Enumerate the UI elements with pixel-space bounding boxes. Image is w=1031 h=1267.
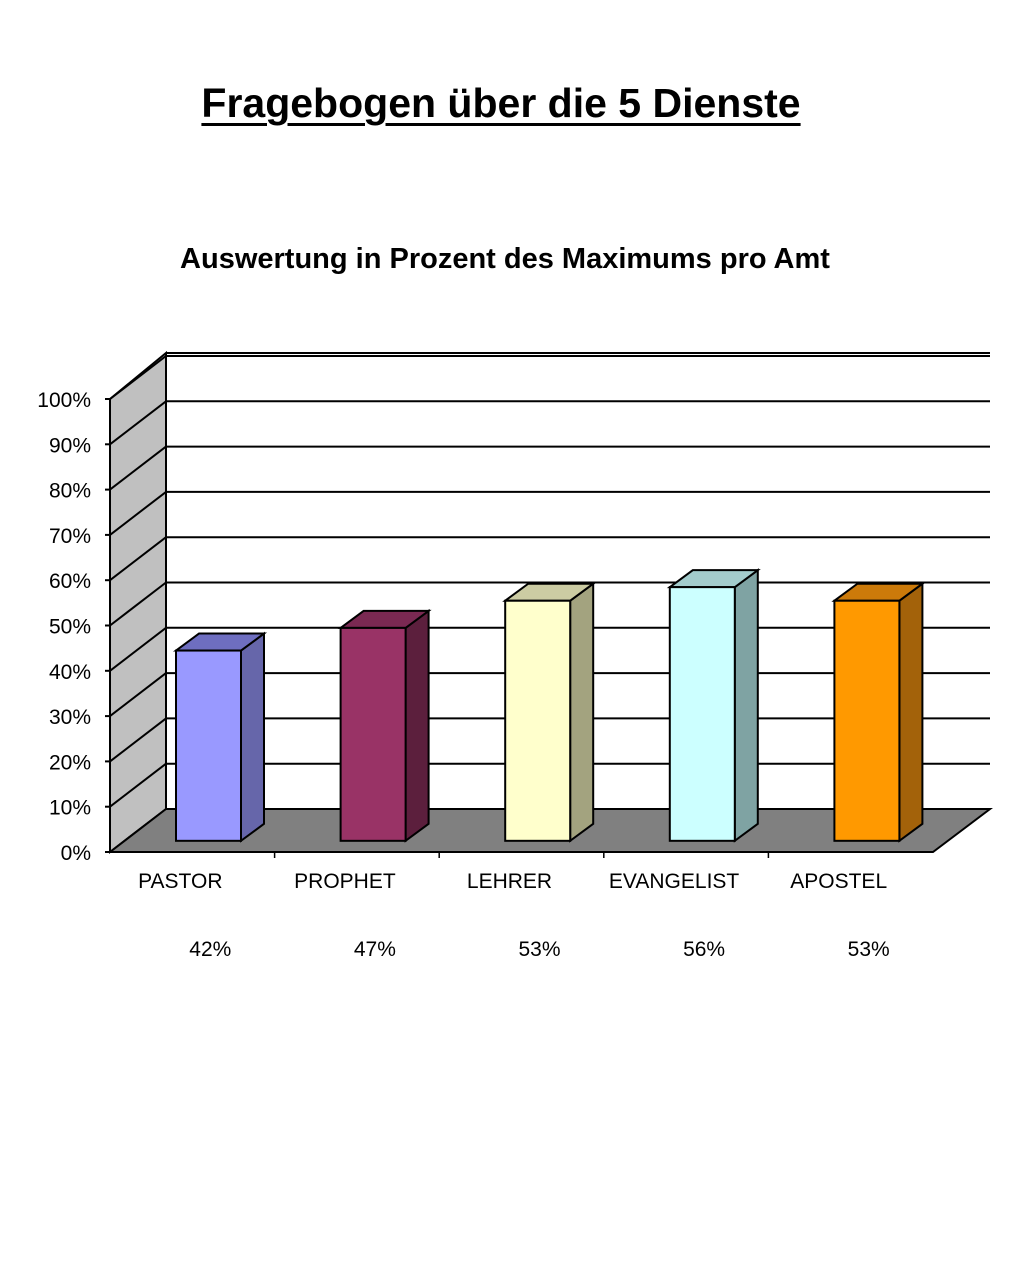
bar-evangelist (666, 568, 761, 843)
gridline-side (109, 445, 167, 491)
value-label: 56% (683, 938, 725, 961)
bar-side (733, 568, 759, 843)
gridline-side (109, 581, 167, 627)
gridline-side (109, 536, 167, 581)
gridline-side (109, 355, 167, 400)
y-tick-label: 80% (49, 480, 91, 503)
bar-prophet (337, 608, 432, 843)
category-label: PROPHET (294, 870, 396, 893)
y-tick-label: 70% (49, 525, 91, 548)
gridline-side (109, 717, 167, 763)
value-label: 53% (848, 938, 890, 961)
bar-side (569, 581, 595, 843)
y-tick-label: 60% (49, 570, 91, 593)
bar-front (668, 586, 736, 842)
gridline-side (109, 672, 167, 717)
bar-front (339, 626, 407, 842)
value-label: 47% (354, 938, 396, 961)
value-label: 53% (518, 938, 560, 961)
x-axis-labels: PASTOR PROPHET LEHRER EVANGELIST APOSTEL (138, 852, 887, 893)
bar-front (175, 649, 242, 842)
y-tick-label: 20% (49, 751, 91, 774)
value-labels: 42% 47% 53% 56% 53% (189, 938, 889, 961)
page-title: Fragebogen über die 5 Dienste (201, 80, 801, 126)
chart-bars (172, 568, 926, 843)
category-label: LEHRER (467, 870, 552, 893)
gridline-side (109, 627, 167, 672)
bar-pastor (172, 631, 268, 843)
category-label: PASTOR (138, 870, 222, 893)
y-tick-label: 100% (37, 389, 91, 412)
y-tick-label: 50% (49, 616, 91, 639)
y-tick-label: 90% (49, 434, 91, 457)
y-tick-label: 30% (49, 706, 91, 729)
bar-front (504, 599, 572, 842)
bar-side (898, 581, 924, 843)
bar-front (833, 599, 901, 842)
bar-side (240, 631, 265, 843)
bar-lehrer (502, 581, 597, 843)
gridline-side (109, 762, 167, 808)
gridline-side (109, 400, 167, 446)
bar-apostel (831, 581, 926, 843)
value-label: 42% (189, 938, 231, 961)
category-label: EVANGELIST (609, 870, 739, 893)
y-tick-label: 0% (61, 842, 91, 865)
chart-title: Auswertung in Prozent des Maximums pro A… (180, 243, 830, 275)
category-label: APOSTEL (790, 870, 887, 893)
y-tick-label: 40% (49, 661, 91, 684)
gridline-side (109, 491, 167, 536)
side-wall (109, 350, 167, 855)
y-axis-ticks: 0% 10% 20% 30% 40% 50% 60% 70% 80% 90% 100% (37, 389, 933, 865)
bar-side (404, 608, 430, 843)
y-tick-label: 10% (49, 797, 91, 820)
